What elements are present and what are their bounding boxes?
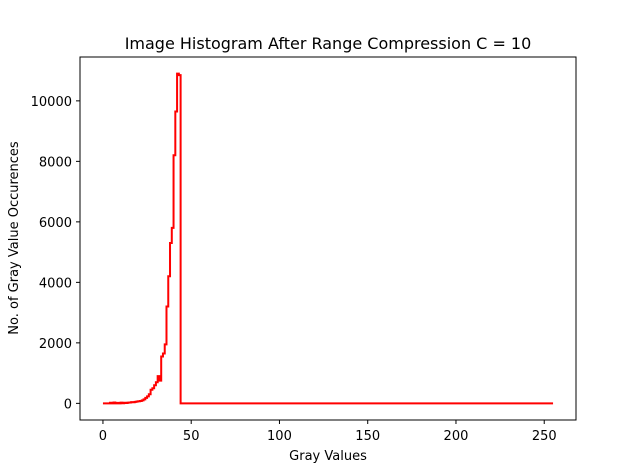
x-tick-label: 50 [183, 429, 200, 444]
x-axis: 0 50 100 150 200 250 [99, 420, 557, 444]
x-tick-label: 0 [99, 429, 107, 444]
y-tick-label: 4000 [39, 276, 72, 291]
x-tick-label: 100 [267, 429, 292, 444]
x-tick-label: 200 [444, 429, 469, 444]
plot-area [80, 57, 576, 420]
y-tick-label: 6000 [39, 216, 72, 231]
y-tick-label: 10000 [31, 95, 72, 110]
x-axis-label: Gray Values [289, 449, 367, 464]
series-line-0 [102, 72, 554, 405]
data-layer [102, 72, 554, 405]
y-tick-label: 2000 [39, 337, 72, 352]
y-tick-label: 0 [64, 397, 72, 412]
x-tick-label: 250 [532, 429, 557, 444]
chart-title: Image Histogram After Range Compression … [125, 34, 532, 53]
y-axis: 0 2000 4000 6000 8000 10000 [31, 95, 80, 412]
y-axis-label: No. of Gray Value Occurences [7, 141, 22, 335]
x-tick-label: 150 [355, 429, 380, 444]
plot-frame [79, 56, 577, 421]
y-tick-label: 8000 [39, 155, 72, 170]
